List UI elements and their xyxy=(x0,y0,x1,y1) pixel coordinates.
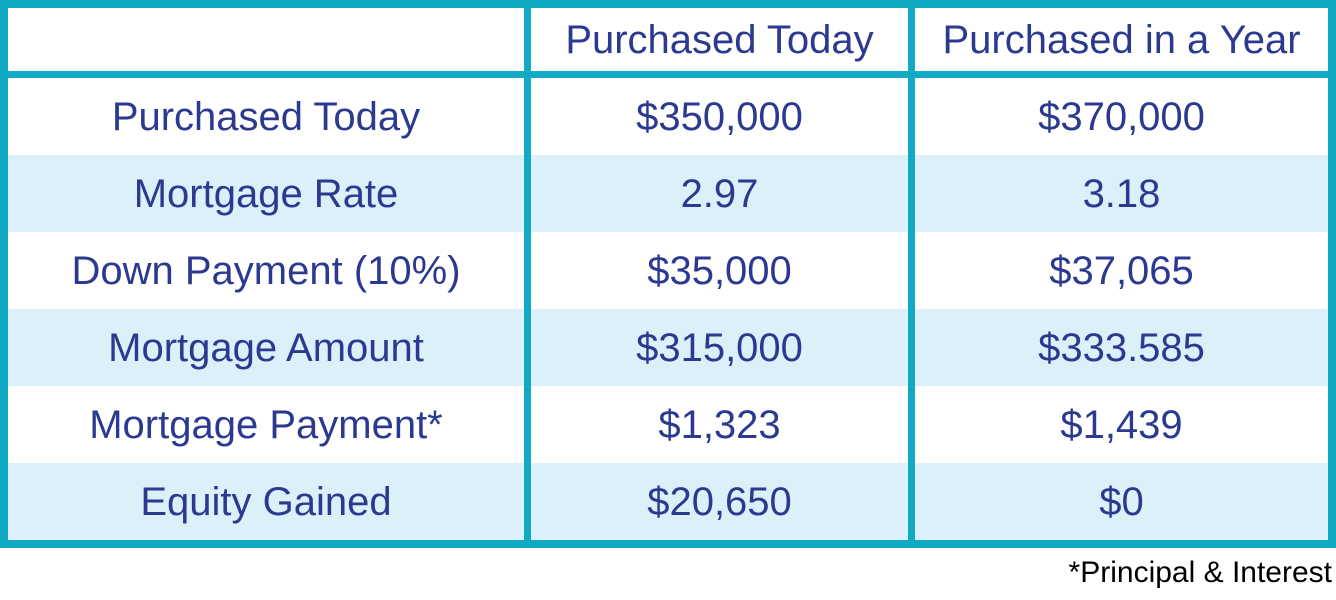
cell-value: $0 xyxy=(908,463,1328,540)
cell-value: $333.585 xyxy=(908,309,1328,386)
table-row-mortgage-payment: Mortgage Payment* $1,323 $1,439 xyxy=(8,386,1328,463)
table-row-mortgage-rate: Mortgage Rate 2.97 3.18 xyxy=(8,155,1328,232)
cell-value: $1,323 xyxy=(524,386,908,463)
header-row: Purchased Today Purchased in a Year xyxy=(8,8,1328,78)
table-row-mortgage-amount: Mortgage Amount $315,000 $333.585 xyxy=(8,309,1328,386)
cell-value: 3.18 xyxy=(908,155,1328,232)
cell-value: $315,000 xyxy=(524,309,908,386)
column-header-purchased-in-a-year: Purchased in a Year xyxy=(908,8,1328,78)
cell-value: $20,650 xyxy=(524,463,908,540)
row-label: Mortgage Amount xyxy=(108,325,424,370)
table-row-down-payment: Down Payment (10%) $35,000 $37,065 xyxy=(8,232,1328,309)
principal-interest-footnote: *Principal & Interest xyxy=(1068,556,1332,589)
row-label: Down Payment (10%) xyxy=(71,248,461,293)
cell-value: 2.97 xyxy=(524,155,908,232)
cell-value: $1,439 xyxy=(908,386,1328,463)
row-label: Purchased Today xyxy=(111,94,421,139)
table-row-equity-gained: Equity Gained $20,650 $0 xyxy=(8,463,1328,540)
row-label: Mortgage Payment* xyxy=(89,402,443,447)
cell-value: $37,065 xyxy=(908,232,1328,309)
cell-value: $35,000 xyxy=(524,232,908,309)
cell-value: $350,000 xyxy=(524,78,908,155)
row-label: Mortgage Rate xyxy=(133,171,399,216)
column-header-purchased-today: Purchased Today xyxy=(524,8,908,78)
cell-value: $370,000 xyxy=(908,78,1328,155)
row-label: Equity Gained xyxy=(140,479,392,524)
mortgage-comparison-table: Purchased Today Purchased in a Year Purc… xyxy=(0,0,1336,548)
table-row-purchased-today: Purchased Today $350,000 $370,000 xyxy=(8,78,1328,155)
corner-cell xyxy=(8,8,524,78)
